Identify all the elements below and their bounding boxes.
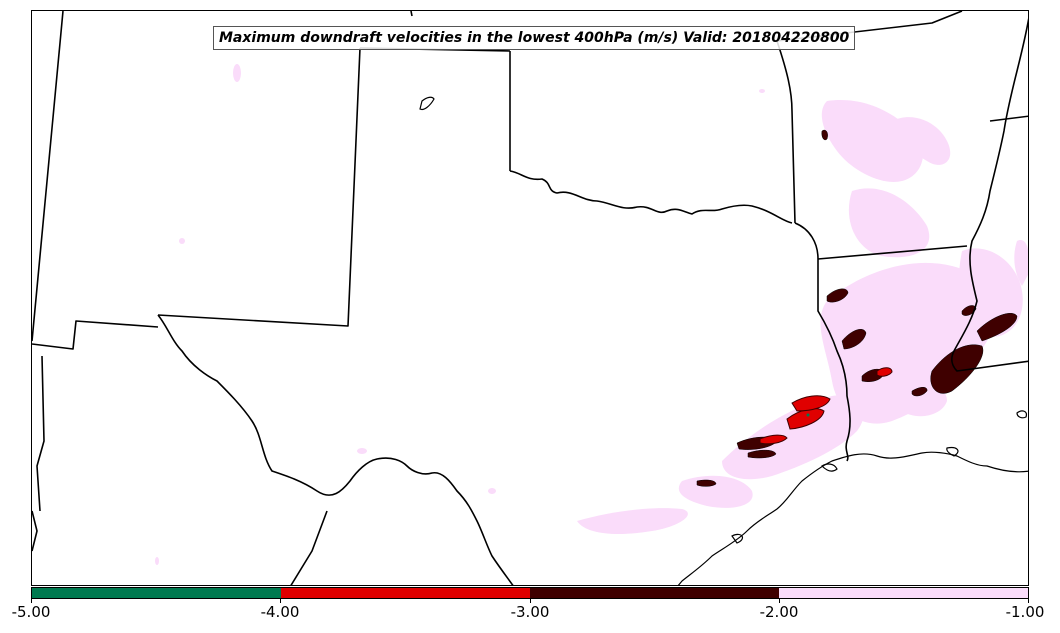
dark-cell-10 [911,387,928,397]
state-boundaries [32,11,1028,585]
boundary-red-river [509,170,793,224]
downdraft-red-cells [759,367,893,445]
light-region-east-texas [722,395,864,480]
coastline [419,96,1028,585]
map-canvas [32,11,1028,585]
bay-detail-4 [1016,410,1027,419]
map-panel: Maximum downdraft velocities in the lowe… [31,10,1029,586]
red-cell-4 [876,367,893,377]
light-speck-1 [233,64,241,82]
dark-cell-7 [696,479,717,487]
colorbar [31,587,1029,599]
colorbar-tick [280,599,281,603]
lake-okla [419,96,435,111]
red-cell-3 [759,434,788,445]
dark-cell-2 [976,313,1018,342]
colorbar-segment-green [32,588,281,598]
gulf-coast [677,451,1028,585]
boundary-nm-texas-south [32,510,38,552]
colorbar-tick [530,599,531,603]
boundary-ark-west [776,40,796,224]
boundary-ark-la-line [817,245,968,260]
bay-detail-1 [821,463,838,472]
bay-detail-3 [946,446,959,457]
red-cell-2 [791,395,831,412]
colorbar-segment-red [281,588,530,598]
light-region-arkansas-3 [892,117,951,165]
red-cell-1 [786,408,825,430]
boundary-panhandle-west [157,47,361,327]
colorbar-label: -5.00 [11,603,51,621]
colorbar-tick [31,599,32,603]
colorbar-segment-light-pink [779,588,1028,598]
boundary-ark-texas-north [794,222,819,260]
green-cell-1 [806,413,810,417]
colorbar-label: -3.00 [510,603,550,621]
boundary-northwest-oblique [32,11,64,342]
dark-cell-11 [821,129,828,141]
downdraft-dark-cells [696,129,1018,487]
boundary-mexico-southwest [290,510,328,585]
light-speck-4 [488,488,496,494]
colorbar-tick [1028,599,1029,603]
boundary-nm-west-edge [32,320,159,350]
dark-cell-8 [826,288,849,303]
boundary-tenn-ms [989,115,1028,122]
downdraft-light-regions [155,64,1028,565]
downdraft-green-cells [806,413,810,417]
boundary-north-top [410,11,413,17]
dark-cell-1 [930,344,984,394]
colorbar-label: -1.00 [1005,603,1045,621]
boundary-texas-mexico-west [157,314,514,585]
colorbar-tick [779,599,780,603]
light-speck-6 [759,89,765,93]
dark-cell-3 [841,329,867,350]
colorbar-label: -2.00 [759,603,799,621]
light-region-east-strip [1014,240,1028,286]
light-speck-2 [179,238,185,244]
boundary-ms-river [951,18,1028,372]
colorbar-segment-dark-red [530,588,779,598]
light-speck-3 [357,448,367,454]
boundary-nm-west-south [36,355,45,512]
light-speck-5 [155,557,159,565]
light-region-arkansas-2 [848,188,930,258]
dark-cell-6 [747,449,777,459]
light-region-coastal [577,508,688,534]
light-region-southeast-texas [678,475,753,508]
boundary-sabine-river [817,259,851,462]
bay-detail-2 [731,533,744,544]
colorbar-label: -4.00 [260,603,300,621]
map-title: Maximum downdraft velocities in the lowe… [213,26,856,50]
